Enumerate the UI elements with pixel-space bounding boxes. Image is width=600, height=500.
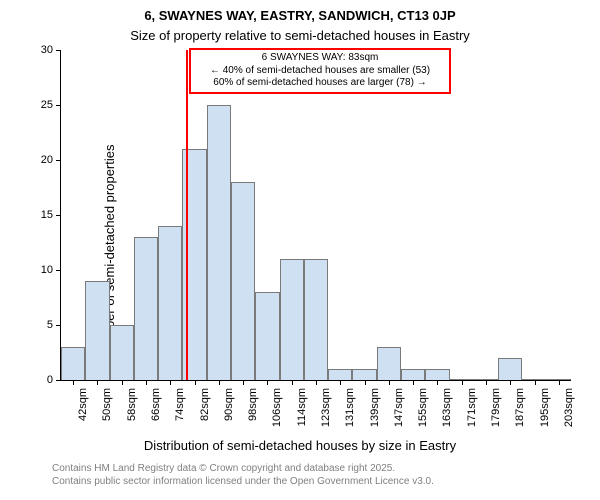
histogram-bar [304, 259, 328, 380]
histogram-bar [498, 358, 522, 380]
ytick-label: 20 [41, 154, 53, 166]
histogram-bar [158, 226, 182, 380]
ytick-label: 0 [47, 374, 53, 386]
x-axis-label: Distribution of semi-detached houses by … [0, 438, 600, 453]
xtick-mark [146, 380, 147, 385]
xtick-mark [122, 380, 123, 385]
xtick-label: 155sqm [417, 388, 429, 427]
xtick-label: 171sqm [466, 388, 478, 427]
xtick-mark [170, 380, 171, 385]
xtick-label: 50sqm [101, 388, 113, 421]
xtick-label: 147sqm [393, 388, 405, 427]
marker-line [186, 50, 188, 380]
histogram-bar [110, 325, 134, 380]
xtick-label: 195sqm [539, 388, 551, 427]
footer-attribution: Contains HM Land Registry data © Crown c… [52, 462, 434, 488]
xtick-mark [267, 380, 268, 385]
ytick-label: 5 [47, 319, 53, 331]
xtick-label: 123sqm [320, 388, 332, 427]
xtick-mark [292, 380, 293, 385]
xtick-mark [559, 380, 560, 385]
ytick-mark [56, 105, 61, 106]
xtick-mark [219, 380, 220, 385]
histogram-bar [85, 281, 109, 380]
histogram-bar [207, 105, 231, 380]
xtick-label: 179sqm [490, 388, 502, 427]
xtick-mark [195, 380, 196, 385]
ytick-mark [56, 160, 61, 161]
xtick-mark [462, 380, 463, 385]
annotation-line-smaller: ← 40% of semi-detached houses are smalle… [195, 65, 445, 78]
xtick-label: 98sqm [247, 388, 259, 421]
histogram-bar [280, 259, 304, 380]
xtick-mark [316, 380, 317, 385]
xtick-label: 66sqm [150, 388, 162, 421]
ytick-mark [56, 325, 61, 326]
histogram-bar [425, 369, 449, 380]
xtick-label: 203sqm [563, 388, 575, 427]
xtick-label: 74sqm [174, 388, 186, 421]
ytick-mark [56, 215, 61, 216]
annotation-title: 6 SWAYNES WAY: 83sqm [195, 52, 445, 65]
xtick-mark [73, 380, 74, 385]
histogram-bar [377, 347, 401, 380]
plot-area: 05101520253042sqm50sqm58sqm66sqm74sqm82s… [60, 50, 571, 381]
histogram-bar [352, 369, 376, 380]
xtick-label: 82sqm [199, 388, 211, 421]
xtick-mark [243, 380, 244, 385]
ytick-label: 30 [41, 44, 53, 56]
ytick-label: 25 [41, 99, 53, 111]
xtick-mark [413, 380, 414, 385]
xtick-mark [510, 380, 511, 385]
xtick-mark [365, 380, 366, 385]
histogram-bar [61, 347, 85, 380]
footer-line-2: Contains public sector information licen… [52, 475, 434, 488]
xtick-label: 163sqm [441, 388, 453, 427]
chart-title-address: 6, SWAYNES WAY, EASTRY, SANDWICH, CT13 0… [0, 8, 600, 23]
chart-container: 6, SWAYNES WAY, EASTRY, SANDWICH, CT13 0… [0, 0, 600, 500]
xtick-label: 187sqm [514, 388, 526, 427]
histogram-bar [255, 292, 279, 380]
chart-title-subtitle: Size of property relative to semi-detach… [0, 28, 600, 43]
histogram-bar [401, 369, 425, 380]
ytick-label: 15 [41, 209, 53, 221]
xtick-mark [437, 380, 438, 385]
xtick-mark [97, 380, 98, 385]
xtick-mark [486, 380, 487, 385]
histogram-bar [328, 369, 352, 380]
footer-line-1: Contains HM Land Registry data © Crown c… [52, 462, 434, 475]
xtick-label: 58sqm [126, 388, 138, 421]
ytick-mark [56, 50, 61, 51]
xtick-mark [340, 380, 341, 385]
xtick-label: 114sqm [296, 388, 308, 426]
histogram-bar [231, 182, 255, 380]
ytick-mark [56, 380, 61, 381]
xtick-label: 106sqm [271, 388, 283, 427]
xtick-mark [389, 380, 390, 385]
xtick-label: 42sqm [77, 388, 89, 421]
xtick-label: 90sqm [223, 388, 235, 421]
xtick-mark [535, 380, 536, 385]
histogram-bar [134, 237, 158, 380]
ytick-mark [56, 270, 61, 271]
annotation-box: 6 SWAYNES WAY: 83sqm← 40% of semi-detach… [189, 48, 451, 94]
ytick-label: 10 [41, 264, 53, 276]
xtick-label: 131sqm [344, 388, 356, 427]
xtick-label: 139sqm [369, 388, 381, 427]
annotation-line-larger: 60% of semi-detached houses are larger (… [195, 77, 445, 90]
